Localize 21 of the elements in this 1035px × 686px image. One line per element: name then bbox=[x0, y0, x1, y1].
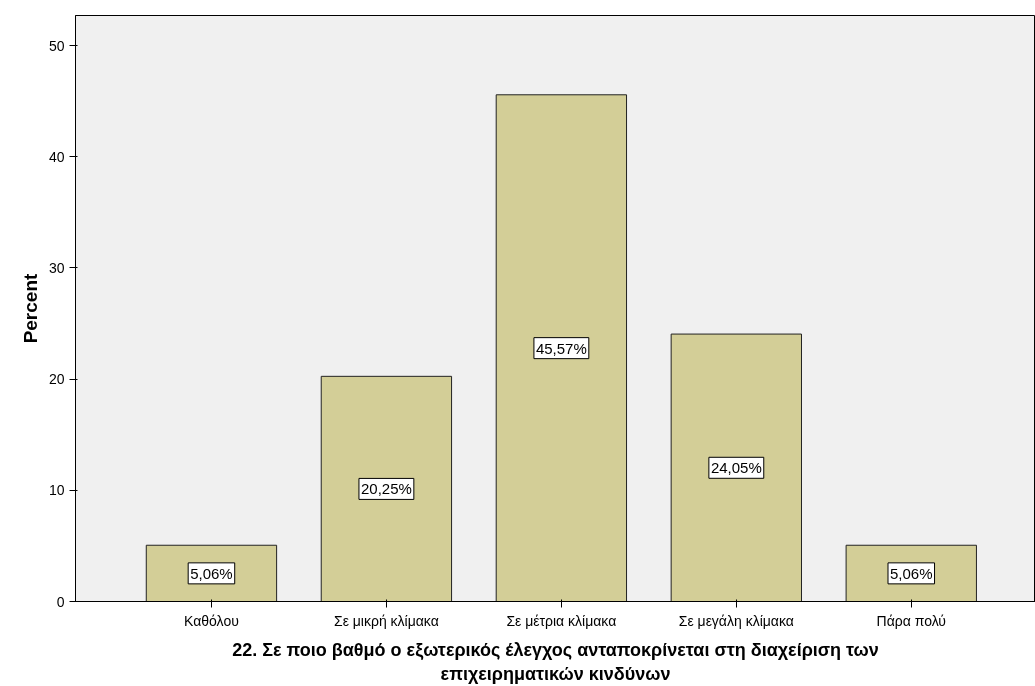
data-label: 24,05% bbox=[710, 459, 762, 477]
y-tick-label: 0 bbox=[56, 593, 65, 610]
y-tick-label: 10 bbox=[48, 482, 65, 499]
bar bbox=[320, 375, 453, 602]
x-tick-label: Σε μέτρια κλίμακα bbox=[506, 612, 617, 629]
y-tick-label: 30 bbox=[48, 259, 65, 276]
x-tick-label: Σε μικρή κλίμακα bbox=[334, 612, 439, 629]
y-tick-label: 50 bbox=[48, 37, 65, 54]
y-axis-title: Percent bbox=[19, 272, 41, 344]
x-tick-label: Σε μεγάλη κλίμακα bbox=[678, 612, 794, 629]
data-label: 5,06% bbox=[890, 564, 933, 582]
x-axis-title: 22. Σε ποιο βαθμό ο εξωτερικός έλεγχος ανταποκρίνεται στη διαχείριση των επιχειρηματικών κινδύνων bbox=[232, 639, 879, 684]
data-label: 20,25% bbox=[360, 480, 412, 498]
y-tick-label: 20 bbox=[48, 371, 65, 388]
bar bbox=[495, 94, 628, 602]
x-tick-label: Καθόλου bbox=[184, 612, 239, 629]
data-label: 5,06% bbox=[190, 564, 233, 582]
data-label: 45,57% bbox=[535, 339, 587, 357]
x-tick-label: Πάρα πολύ bbox=[876, 612, 947, 629]
bar bbox=[670, 333, 802, 602]
y-tick-label: 40 bbox=[48, 148, 65, 165]
